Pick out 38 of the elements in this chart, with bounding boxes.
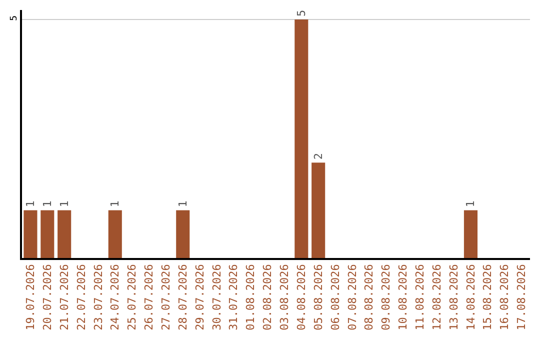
x-tick-label: 07.08.2026: [346, 264, 359, 330]
x-tick-label: 15.08.2026: [481, 264, 494, 330]
x-tick-label: 12.08.2026: [430, 264, 444, 330]
x-tick-label: 08.08.2026: [362, 264, 376, 330]
x-tick-label: 26.07.2026: [142, 264, 156, 330]
x-tick-label: 31.07.2026: [227, 264, 240, 330]
x-tick-label: 01.08.2026: [244, 264, 258, 330]
x-tick-label: 05.08.2026: [312, 264, 325, 330]
data-label: 1: [58, 200, 71, 208]
data-label: 1: [108, 200, 122, 208]
x-tick-label: 29.07.2026: [193, 264, 206, 330]
x-tick-label: 19.07.2026: [24, 264, 38, 330]
data-label: 5: [294, 10, 308, 17]
x-tick-label: 20.07.2026: [40, 264, 54, 330]
x-tick-label: 06.08.2026: [328, 264, 342, 330]
data-label: 2: [312, 152, 325, 160]
x-tick-label: 22.07.2026: [74, 264, 88, 330]
x-tick-label: 02.08.2026: [261, 264, 274, 330]
x-tick-label: 03.08.2026: [278, 264, 292, 330]
x-tick-label: 14.08.2026: [464, 264, 478, 330]
x-tick-label: 11.08.2026: [414, 264, 427, 330]
x-tick-label: 23.07.2026: [92, 264, 105, 330]
x-tick-label: 13.08.2026: [447, 264, 460, 330]
x-tick-label: 27.07.2026: [160, 264, 173, 330]
x-tick-label: 16.08.2026: [498, 264, 512, 330]
x-tick-label: 25.07.2026: [126, 264, 139, 330]
x-tick-label: 10.08.2026: [396, 264, 410, 330]
x-tick-label: 04.08.2026: [294, 264, 308, 330]
x-tick-label: 24.07.2026: [108, 264, 122, 330]
data-label: 1: [24, 200, 37, 208]
x-tick-label: 21.07.2026: [58, 264, 71, 330]
x-tick-label: 28.07.2026: [176, 264, 190, 330]
data-label: 1: [464, 200, 478, 208]
x-tick-label: 30.07.2026: [210, 264, 224, 330]
x-tick-label: 17.08.2026: [515, 264, 528, 330]
data-label: 1: [40, 200, 54, 208]
data-label: 1: [176, 200, 190, 208]
x-tick-label: 09.08.2026: [380, 264, 393, 330]
